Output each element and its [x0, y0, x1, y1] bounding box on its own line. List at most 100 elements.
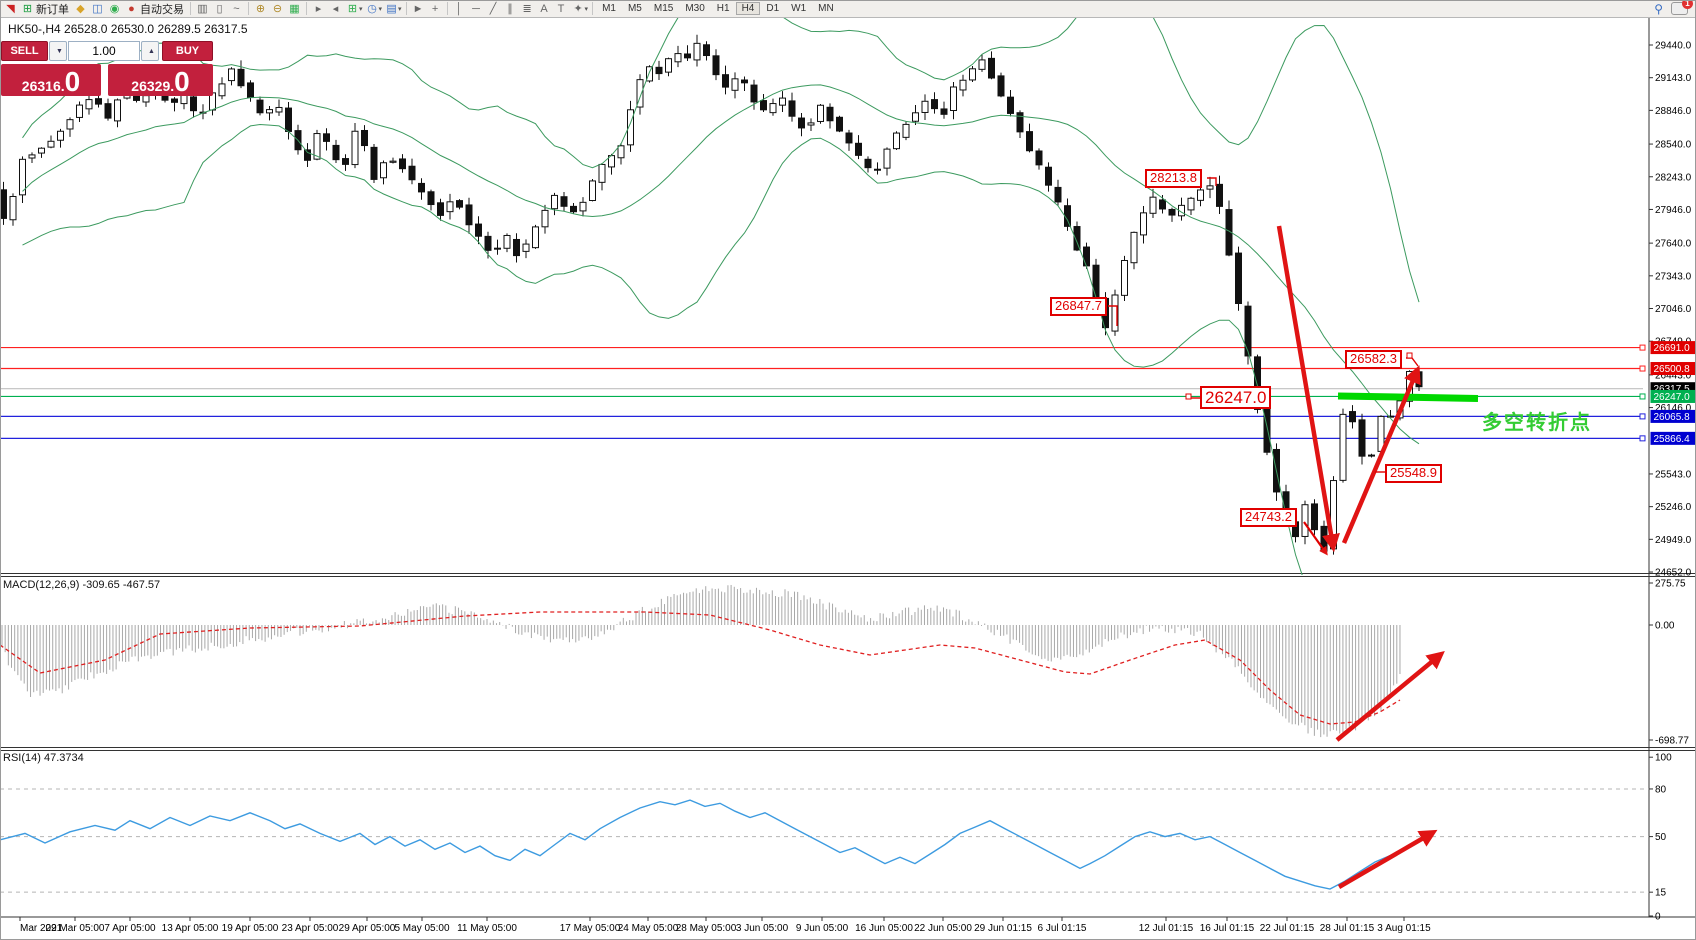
level-price-label-box [1650, 431, 1696, 445]
text-tool-icon[interactable]: A [540, 2, 548, 15]
rsi-axis-tick: 0 [1655, 912, 1661, 923]
volume-input[interactable] [68, 41, 140, 61]
crash-arrow[interactable] [1276, 225, 1340, 553]
app-menu-icon[interactable]: ◥ [6, 3, 15, 15]
rsi-axis-tick: 100 [1655, 753, 1672, 764]
text-label-tool-icon[interactable]: T [557, 2, 565, 15]
bear-candle [437, 202, 444, 216]
zoom-in-icon[interactable]: ⊕ [255, 3, 266, 15]
bar-chart-mode-icon[interactable]: ▥ [197, 3, 208, 15]
tile-windows-icon[interactable]: ▦ [289, 3, 300, 15]
signals-icon[interactable]: ◉ [109, 3, 120, 15]
bull-candle [1301, 504, 1309, 537]
bull-candle [959, 79, 967, 91]
price-annotation[interactable]: 28213.8 [1145, 169, 1202, 188]
bull-candle [9, 195, 17, 221]
rsi-arrow[interactable] [1337, 829, 1438, 889]
level-line-handle[interactable] [1639, 435, 1646, 442]
price-annotation[interactable]: 26847.7 [1050, 297, 1107, 316]
buy-price[interactable]: 26329. 0 [108, 64, 213, 96]
profiles-dropdown-caret[interactable]: ▾ [398, 5, 402, 13]
chart-templates-icon[interactable]: ◆ [76, 3, 85, 15]
cursor-tool-icon[interactable]: ► [412, 2, 424, 15]
arrows-tool-icon[interactable]: ✦ [573, 3, 583, 15]
level-line-handle[interactable] [1639, 365, 1646, 372]
sell-price[interactable]: 26316. 0 [1, 64, 101, 96]
timeframe-m30[interactable]: M30 [685, 3, 705, 14]
vertical-line-tool-icon[interactable]: │ [455, 2, 463, 15]
timeframe-w1[interactable]: W1 [791, 3, 807, 14]
chart-shift-icon[interactable]: ▸ [315, 3, 322, 15]
timeframe-m1[interactable]: M1 [602, 3, 616, 14]
price-axis-tick: 27946.0 [1655, 205, 1692, 216]
arrows-tool-dropdown-caret[interactable]: ▾ [584, 5, 589, 13]
profiles-icon[interactable]: ▤ [386, 3, 397, 15]
level-line-handle[interactable] [1639, 344, 1646, 351]
zoom-out-icon[interactable]: ⊖ [272, 3, 283, 15]
bull-candle [47, 140, 55, 148]
new-chart-dropdown-caret[interactable]: ▾ [359, 5, 363, 13]
notification-badge: 1 [1682, 0, 1693, 9]
price-axis-tick: 27046.0 [1655, 304, 1692, 315]
time-axis-label: 19 Apr 05:00 [222, 923, 279, 934]
price-annotation[interactable]: 24743.2 [1240, 508, 1297, 527]
line-chart-mode-icon[interactable]: ~ [233, 2, 240, 15]
new-order-label[interactable]: 新订单 [36, 3, 69, 16]
timeframe-mn[interactable]: MN [818, 3, 834, 14]
fibonacci-tool-icon[interactable]: ≣ [522, 3, 532, 15]
bull-candle [589, 180, 596, 202]
timeframe-m5[interactable]: M5 [627, 3, 642, 14]
volume-increase-button[interactable]: ▲ [141, 41, 159, 61]
annotation-handle[interactable] [1406, 352, 1413, 359]
price-annotation[interactable]: 25548.9 [1385, 464, 1442, 483]
bull-candle [969, 68, 976, 81]
turning-point-note[interactable]: 多空转折点 [1482, 410, 1592, 434]
new-order-icon[interactable]: ⊞ [22, 3, 33, 15]
timeframe-h1[interactable]: H1 [716, 3, 730, 14]
horizontal-line-tool-icon[interactable]: ─ [472, 2, 480, 15]
channel-tool-icon[interactable]: ∥ [507, 3, 513, 15]
level-line-handle[interactable] [1639, 413, 1646, 420]
bull-candle [1187, 197, 1195, 211]
toolbar-separator [190, 2, 191, 15]
time-axis-label: 9 Jun 05:00 [796, 923, 849, 934]
buy-button[interactable]: BUY [162, 41, 213, 61]
bull-candle [598, 163, 606, 183]
market-watch-window-icon[interactable]: ◫ [92, 3, 103, 15]
chat-icon[interactable]: 1 [1671, 0, 1693, 15]
autotrading-label[interactable]: 自动交易 [140, 3, 184, 16]
bear-candle [712, 55, 720, 76]
rally-arrow[interactable] [1341, 365, 1421, 544]
periods-icon[interactable]: ◷ [367, 3, 377, 15]
sell-button[interactable]: SELL [1, 41, 48, 61]
timeframe-d1[interactable]: D1 [766, 3, 780, 14]
rsi-axis-tick: 50 [1655, 832, 1667, 843]
time-axis-label: 3 Jun 05:00 [736, 923, 789, 934]
trendline-tool-icon[interactable]: ╱ [489, 3, 497, 15]
annotation-arrow [1303, 521, 1328, 556]
bear-candle [427, 191, 435, 206]
volume-decrease-button[interactable]: ▼ [49, 41, 67, 61]
new-chart-icon[interactable]: ⊞ [347, 3, 358, 15]
crosshair-tool-icon[interactable]: + [431, 2, 439, 15]
macd-arrow[interactable] [1335, 650, 1445, 742]
bear-candle [285, 107, 292, 132]
timeframe-m15[interactable]: M15 [653, 3, 674, 14]
timeframe-h4[interactable]: H4 [735, 2, 761, 15]
level-line-handle[interactable] [1639, 393, 1646, 400]
bull-candle [275, 106, 283, 113]
rsi-pane [0, 799, 1421, 890]
periods-dropdown-caret[interactable]: ▾ [378, 5, 383, 13]
bear-candle [190, 96, 197, 112]
bear-candle [760, 100, 767, 111]
auto-scroll-icon[interactable]: ◂ [332, 3, 339, 15]
search-icon[interactable]: ⚲ [1654, 1, 1663, 16]
price-axis-tick: 24949.0 [1655, 535, 1692, 546]
candlestick-mode-icon[interactable]: ▯ [216, 3, 223, 15]
bull-candle [978, 59, 986, 70]
price-annotation[interactable]: 26582.3 [1345, 350, 1402, 369]
price-annotation[interactable]: 26247.0 [1200, 386, 1272, 410]
annotation-handle[interactable] [1185, 393, 1192, 400]
autotrading-icon[interactable]: ● [128, 2, 135, 15]
annotation-connector [1207, 177, 1217, 186]
